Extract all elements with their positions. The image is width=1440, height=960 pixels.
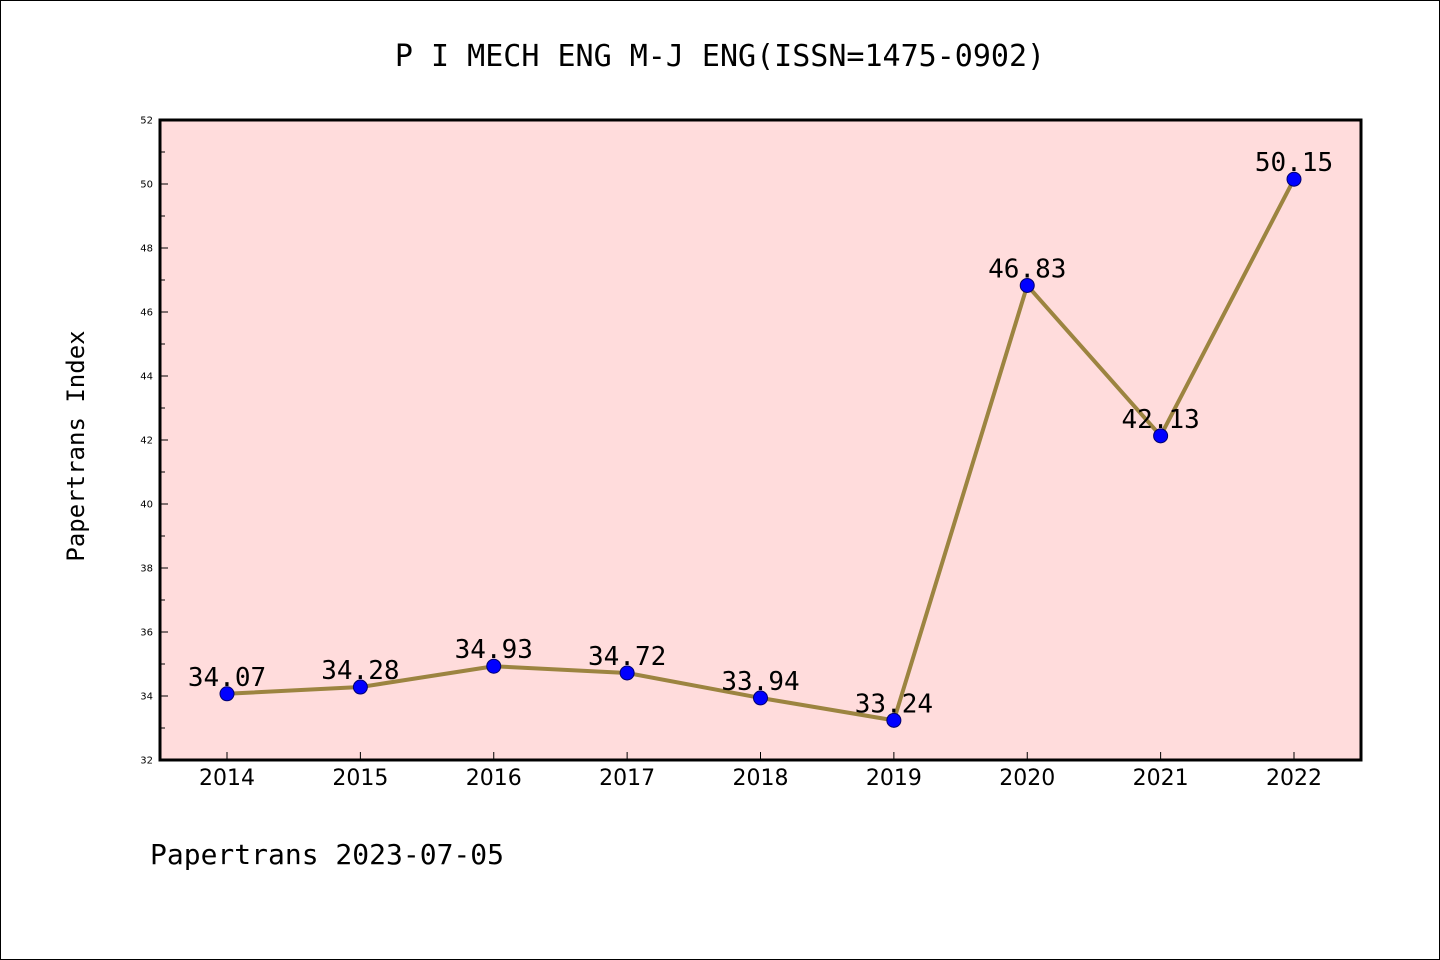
data-label: 46.83 [988,254,1066,284]
data-point [753,690,768,706]
data-point [1153,428,1169,444]
x-tick-label: 2022 [1266,766,1322,791]
data-point [1019,277,1035,293]
y-axis-label: Papertrans Index [62,330,90,561]
y-tick-label: 32 [140,756,153,767]
data-point [886,712,902,728]
y-tick-label: 50 [140,180,153,191]
x-tick-label: 2014 [199,766,255,791]
y-tick-label: 48 [140,244,153,255]
x-tick-label: 2020 [999,766,1055,791]
y-tick-label: 40 [140,500,153,511]
x-tick-label: 2021 [1133,766,1189,791]
data-label: 42.13 [1121,405,1199,435]
data-point [1286,171,1302,187]
plot-border [158,118,1363,762]
data-point [486,658,502,674]
x-tick-label: 2018 [733,766,789,791]
x-tick-label: 2015 [332,766,388,791]
x-tick-label: 2017 [599,766,655,791]
data-point [352,679,368,695]
data-label: 33.24 [855,689,933,719]
y-tick-label: 46 [140,308,153,319]
chart-title: P I MECH ENG M-J ENG(ISSN=1475-0902) [395,39,1045,74]
data-point [619,665,635,681]
plot-area: 32 34 36 38 40 42 44 46 48 50 52 2014 2015 2016 2017 20… [140,116,1363,791]
data-label: 33.94 [721,667,799,697]
footer-caption: Papertrans 2023-07-05 [150,838,504,871]
y-tick-label: 42 [140,436,153,447]
y-tick-label: 38 [140,564,153,575]
data-label: 34.07 [188,663,266,693]
x-tick-label: 2016 [466,766,522,791]
y-tick-label: 44 [140,372,153,383]
y-tick-label: 36 [140,628,153,639]
x-tick-label: 2019 [866,766,922,791]
data-label: 50.15 [1255,148,1333,178]
y-tick-label: 34 [140,692,153,703]
data-label: 34.72 [588,642,666,672]
y-tick-label: 52 [140,116,153,127]
data-label: 34.93 [455,635,533,665]
data-point [219,686,235,702]
data-label: 34.28 [321,656,399,686]
